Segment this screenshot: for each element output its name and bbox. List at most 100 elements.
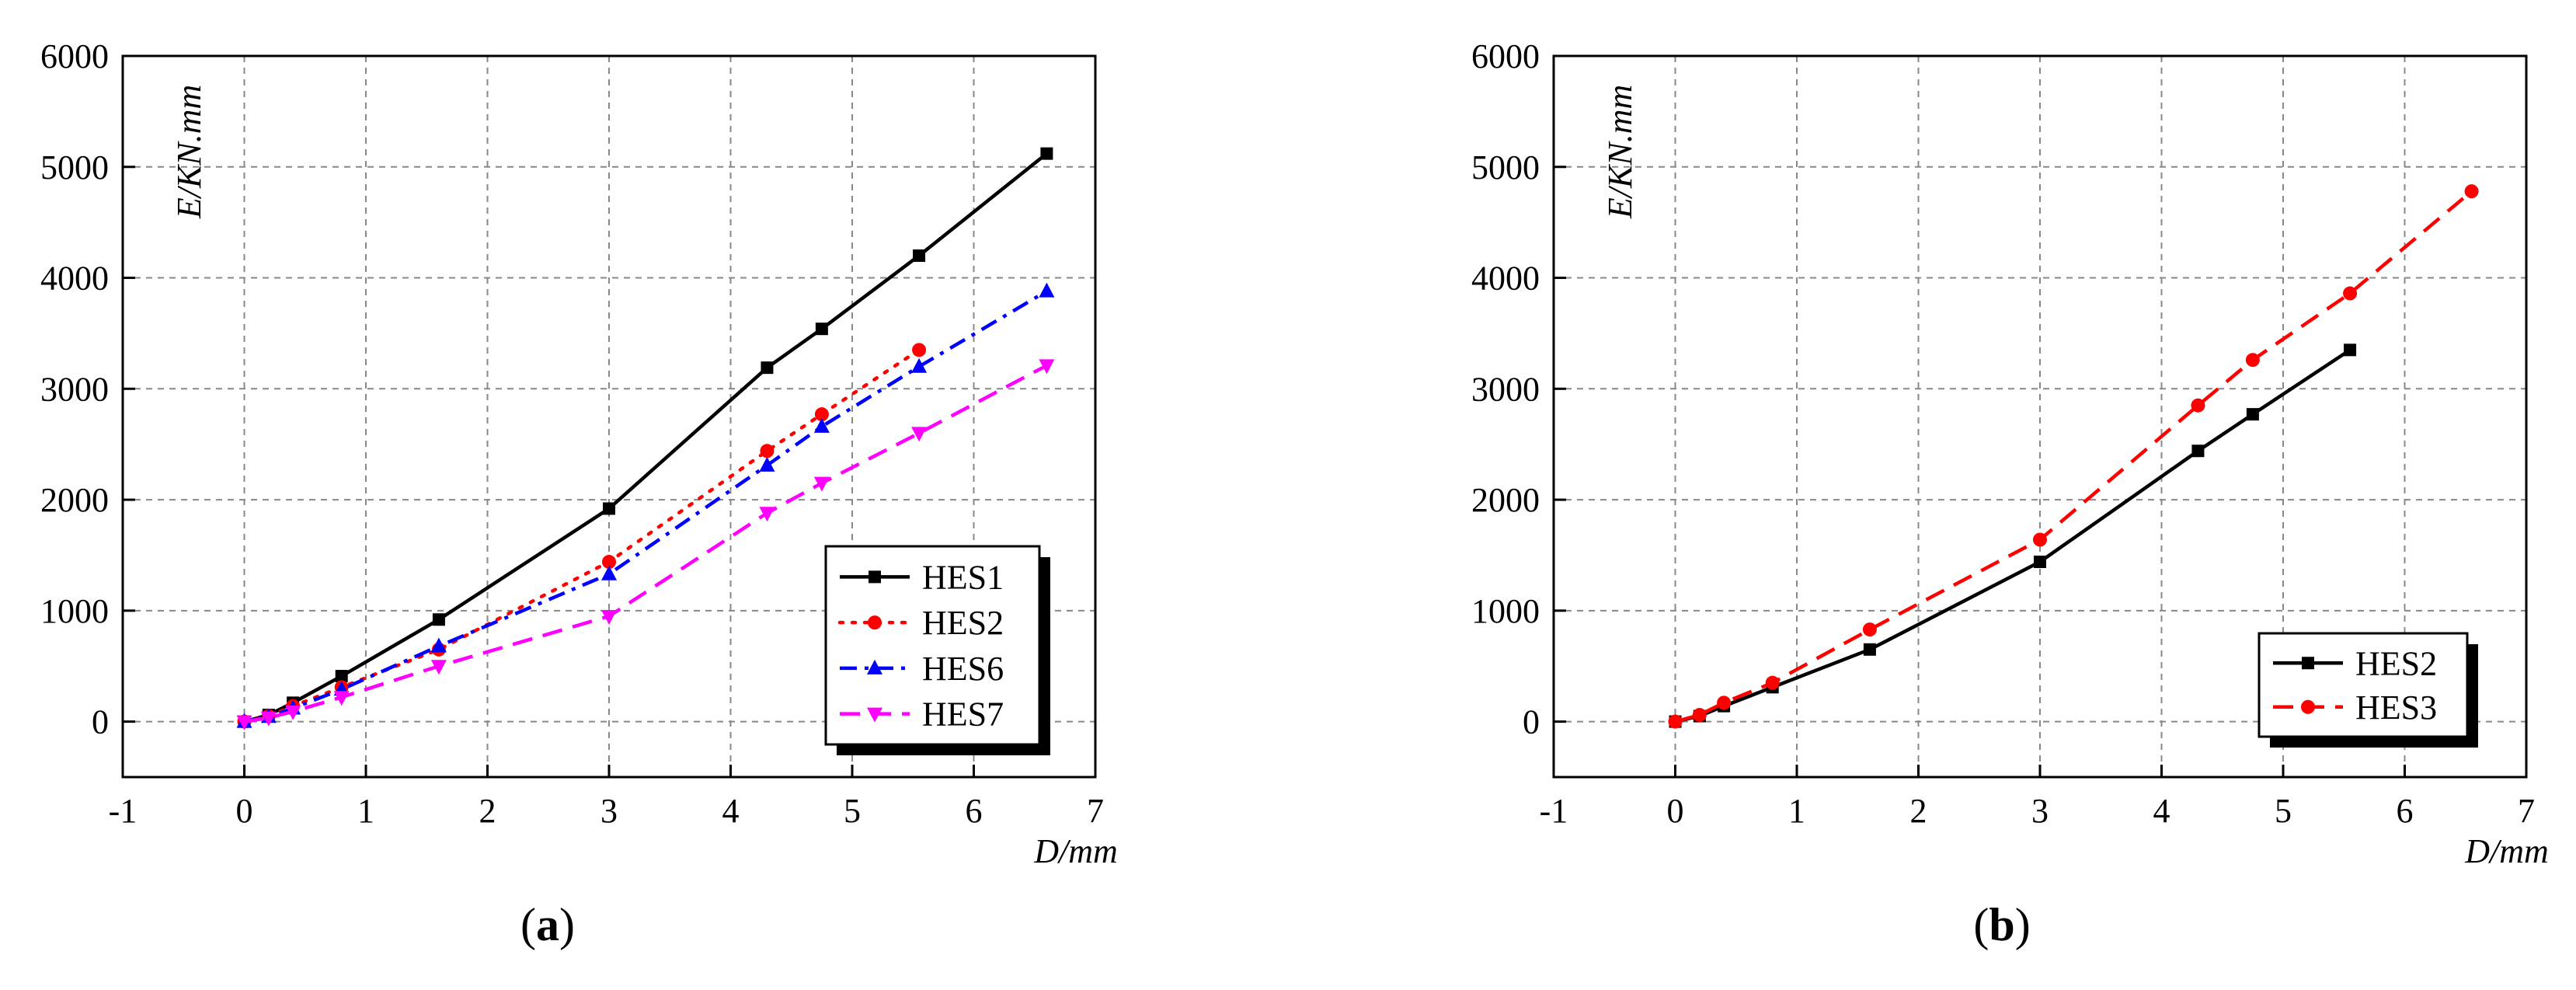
- data-point: [601, 565, 617, 580]
- data-point: [1863, 643, 1876, 656]
- data-point: [1765, 675, 1780, 690]
- data-point: [2344, 343, 2357, 357]
- y-tick-label: 5000: [1471, 148, 1540, 186]
- y-tick-label: 1000: [40, 592, 109, 630]
- series-line-hes6: [244, 289, 1048, 723]
- caption-letter: b: [1989, 899, 2014, 950]
- caption-open: (: [520, 899, 536, 950]
- data-point: [1039, 282, 1055, 298]
- series-line-hes2: [242, 348, 921, 723]
- data-point: [333, 691, 350, 706]
- caption-letter: a: [536, 899, 559, 950]
- data-point: [2034, 556, 2046, 569]
- data-point: [260, 711, 277, 727]
- x-tick-label: 6: [966, 792, 983, 830]
- y-tick-label: 5000: [40, 148, 109, 186]
- legend-box: [824, 545, 1041, 746]
- legend-marker-hes3: [2301, 699, 2315, 714]
- data-point: [813, 417, 830, 433]
- y-tick-label: 0: [1523, 703, 1540, 741]
- data-point: [285, 705, 301, 720]
- x-tick-label: 2: [479, 792, 496, 830]
- y-tick-label: 4000: [1471, 260, 1540, 298]
- caption-close: ): [2015, 899, 2031, 950]
- y-tick-label: 6000: [40, 37, 109, 75]
- x-tick-label: 6: [2397, 792, 2414, 830]
- data-point: [911, 357, 928, 373]
- caption-close: ): [559, 899, 575, 950]
- series-hes3: [1668, 184, 2479, 729]
- x-tick-label: 3: [2031, 792, 2049, 830]
- x-axis-label: D/mm: [2464, 832, 2549, 870]
- legend-label-hes2: HES2: [2355, 644, 2437, 682]
- x-tick-label: 2: [1910, 792, 1927, 830]
- legend-label-hes2: HES2: [922, 604, 1004, 642]
- data-point: [759, 456, 775, 472]
- y-tick-label: 4000: [40, 260, 109, 298]
- legend-marker-hes2: [2302, 657, 2314, 670]
- x-tick-label: 4: [722, 792, 740, 830]
- x-tick-label: 7: [2518, 792, 2535, 830]
- y-tick-label: 1000: [1471, 592, 1540, 630]
- y-tick-label: 3000: [40, 370, 109, 408]
- series-line-hes2: [1674, 348, 2351, 723]
- x-axis-label: D/mm: [1033, 832, 1118, 870]
- y-tick-label: 2000: [40, 481, 109, 519]
- data-point: [1692, 708, 1707, 723]
- x-tick-label: 1: [357, 792, 374, 830]
- data-point: [760, 444, 775, 458]
- chart-panel-a: -1 0 1 2 3 4 5 6 7 0 1000 2000 3000 4000 5000 6000 E/KN.…: [40, 37, 1118, 950]
- panel-caption: (b): [1973, 899, 2030, 950]
- x-tick-label: 3: [600, 792, 618, 830]
- y-axis-label: E/KN.mm: [170, 85, 208, 219]
- data-point: [236, 715, 252, 730]
- x-tick-label: 5: [2275, 792, 2292, 830]
- data-point: [911, 427, 928, 442]
- legend-label-hes1: HES1: [922, 558, 1004, 596]
- legend-label-hes7: HES7: [922, 695, 1004, 734]
- y-tick-label: 3000: [1471, 370, 1540, 408]
- x-tick-label: -1: [109, 792, 138, 830]
- data-point: [1040, 147, 1053, 160]
- legend-marker-hes2: [868, 615, 882, 630]
- data-point: [2343, 286, 2358, 301]
- legend-marker-hes1: [869, 570, 881, 584]
- legend-box: [2257, 632, 2469, 738]
- grid: [123, 56, 1095, 777]
- series-line-hes3: [1674, 190, 2473, 723]
- data-point: [603, 502, 615, 515]
- data-point: [602, 555, 616, 570]
- data-point: [2033, 532, 2047, 547]
- x-tick-label: 0: [1667, 792, 1684, 830]
- x-tick-label: 4: [2153, 792, 2170, 830]
- data-point: [432, 613, 445, 626]
- legend-label-hes6: HES6: [922, 650, 1004, 688]
- data-point: [759, 507, 775, 522]
- series-hes2: [1669, 343, 2357, 728]
- y-tick-label: 0: [92, 703, 109, 741]
- data-point: [1862, 622, 1877, 637]
- data-point: [813, 476, 830, 492]
- y-tick-label: 6000: [1471, 37, 1540, 75]
- data-point: [1717, 695, 1732, 710]
- caption-open: (: [1973, 899, 1989, 950]
- legend-label-hes3: HES3: [2355, 688, 2437, 727]
- data-point: [430, 660, 447, 675]
- data-point: [913, 249, 926, 262]
- series-line-hes7: [244, 364, 1048, 723]
- legend: HES2 HES3: [2257, 632, 2478, 748]
- data-point: [912, 343, 927, 357]
- data-point: [335, 670, 348, 683]
- chart-panel-b: -1 0 1 2 3 4 5 6 7 0 1000 2000 3000 4000 5000 6000 E/KN.…: [1471, 37, 2549, 950]
- data-point: [761, 361, 774, 375]
- x-tick-label: 7: [1087, 792, 1104, 830]
- panel-caption: (a): [520, 899, 575, 950]
- x-tick-label: 0: [236, 792, 253, 830]
- data-point: [601, 609, 617, 625]
- data-point: [2191, 444, 2205, 458]
- x-tick-label: 1: [1788, 792, 1805, 830]
- series-hes7: [236, 359, 1055, 730]
- data-point: [815, 322, 828, 336]
- grid: [1554, 56, 2526, 777]
